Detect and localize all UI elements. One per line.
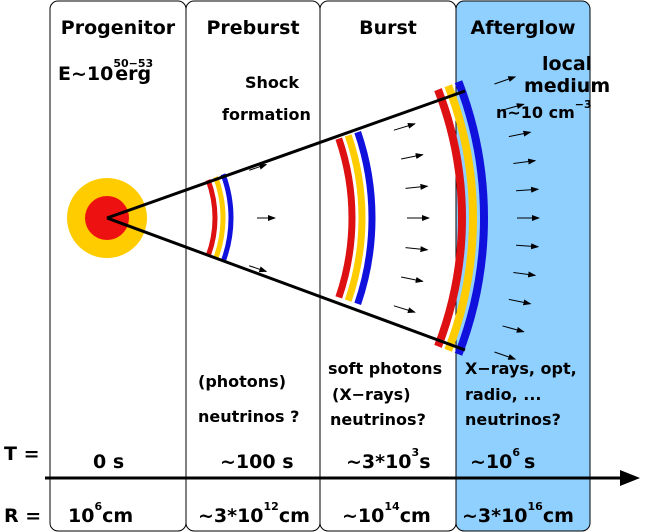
time-base: ~10	[470, 451, 512, 473]
energy: E~1050−53erg	[58, 57, 153, 85]
emission: (X−rays)	[332, 385, 411, 404]
shell-arc	[454, 80, 488, 356]
flow-arrow	[393, 305, 416, 314]
time: ~106 s	[470, 446, 535, 473]
flow-arrow	[513, 271, 537, 278]
flow-arrow	[393, 122, 416, 131]
flow-arrow	[405, 183, 429, 190]
shell-arc	[220, 173, 234, 263]
flow-arrow	[249, 265, 268, 273]
radius-base: ~3*10	[198, 505, 264, 527]
time-unit: s	[419, 451, 430, 473]
note: medium	[524, 75, 610, 97]
flow-arrow	[401, 153, 424, 160]
shell-arc	[205, 179, 218, 257]
emission: soft photons	[328, 359, 442, 378]
radius-exp: 16	[528, 500, 544, 513]
cone-top	[106, 89, 466, 220]
shell-arc	[213, 176, 226, 260]
cone-bottom	[106, 216, 466, 352]
shell-arc	[354, 130, 376, 306]
radius: ~1014cm	[342, 500, 431, 527]
time-exp: 6	[512, 446, 520, 459]
flow-arrow	[405, 246, 429, 253]
flow-arrow	[502, 103, 525, 111]
note: formation	[222, 105, 311, 124]
panel-title: Afterglow	[470, 17, 575, 39]
density: n~10 cm−3	[496, 98, 592, 122]
density-base: n~10 cm	[496, 103, 575, 122]
energy-exp: 50−53	[113, 57, 153, 70]
emission: radio, ...	[465, 385, 542, 404]
panels	[49, 0, 591, 532]
radius-exp: 12	[264, 500, 279, 513]
shell-arc	[444, 84, 477, 352]
radius: ~3*1012cm	[198, 500, 310, 527]
flow-arrow	[401, 276, 424, 283]
flow-arrow	[494, 76, 517, 85]
panel-title: Preburst	[206, 17, 299, 39]
shell-arc	[434, 88, 466, 348]
flow-arrow	[494, 351, 517, 360]
shells	[205, 76, 540, 360]
emission: (photons)	[198, 372, 286, 391]
radius-exp: 14	[384, 500, 400, 513]
energy-base: E~10	[58, 63, 113, 85]
flow-arrow	[508, 130, 532, 138]
radius-base: 10	[68, 505, 94, 527]
time: ~3*103s	[346, 446, 431, 473]
energy-unit: erg	[115, 63, 151, 85]
time-base: ~3*10	[346, 451, 412, 473]
radius-unit: cm	[400, 505, 431, 527]
emission: X−rays, opt,	[465, 359, 577, 378]
axis-arrowhead	[620, 470, 640, 486]
flow-arrow	[508, 298, 532, 306]
flow-arrow	[516, 186, 540, 193]
radius-unit: cm	[279, 505, 310, 527]
time-unit: s	[524, 451, 535, 473]
radius-base: ~10	[342, 505, 384, 527]
row-label: R =	[4, 505, 41, 527]
time: ~100 s	[220, 451, 294, 473]
note: Shock	[245, 73, 299, 92]
radius-exp: 6	[94, 500, 102, 513]
radius-base: ~3*10	[462, 505, 528, 527]
shell-arc	[335, 137, 356, 299]
row-label: T =	[4, 443, 40, 465]
radius: ~3*1016cm	[462, 500, 574, 527]
time: 0 s	[93, 451, 124, 473]
flow-arrow	[516, 243, 540, 250]
time-exp: 3	[412, 446, 420, 459]
emission: neutrinos?	[465, 410, 561, 429]
emission: neutrinos?	[330, 410, 426, 429]
flow-arrow	[513, 158, 537, 165]
emission: neutrinos ?	[198, 407, 299, 426]
flow-arrow	[249, 163, 268, 171]
panel-title: Burst	[359, 17, 417, 39]
flow-arrow	[502, 325, 525, 333]
radius-unit: cm	[102, 505, 133, 527]
radius: 106cm	[68, 500, 133, 527]
shell-arc	[344, 134, 366, 302]
panel-title: Progenitor	[61, 17, 176, 39]
note: local	[542, 53, 592, 75]
density-exp: −3	[575, 98, 592, 111]
radius-unit: cm	[543, 505, 574, 527]
